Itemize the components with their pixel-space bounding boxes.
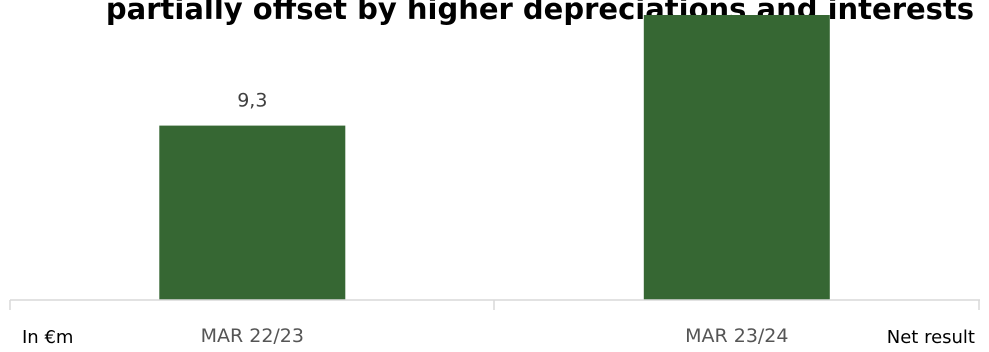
- bar-1: [159, 125, 346, 300]
- value-label-1: 9,3: [237, 90, 267, 112]
- bar-2: [643, 15, 830, 300]
- category-labels-layer: MAR 22/23 MAR 23/24: [201, 325, 789, 347]
- value-labels-layer: 9,3 15,2: [237, 0, 758, 112]
- category-label-2: MAR 23/24: [685, 325, 788, 347]
- value-label-2: 15,2: [716, 0, 758, 1]
- bars-layer: [159, 15, 830, 300]
- metric-label: Net result: [887, 327, 975, 348]
- unit-label: In €m: [22, 327, 73, 348]
- chart-title: partially offset by higher depreciations…: [106, 0, 974, 26]
- category-label-1: MAR 22/23: [201, 325, 304, 347]
